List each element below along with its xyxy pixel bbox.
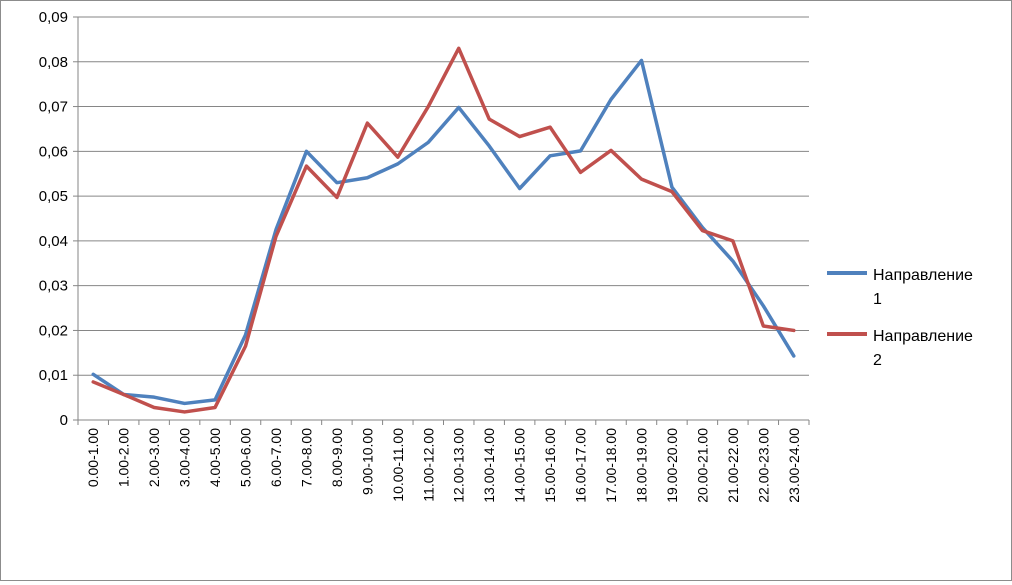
x-tick-label: 0.00-1.00	[85, 428, 101, 487]
x-tick-label: 16.00-17.00	[573, 428, 589, 503]
gridlines	[78, 16, 809, 376]
x-tick-label: 2.00-3.00	[146, 428, 162, 487]
legend-label-series-1-line2: 1	[873, 291, 882, 308]
x-tick-label: 15.00-16.00	[542, 428, 558, 503]
legend: Направление 1 Направление 2	[827, 267, 973, 369]
x-tick-label: 10.00-11.00	[390, 428, 406, 502]
x-tick-label: 18.00-19.00	[633, 428, 649, 503]
y-tick-label: 0,05	[39, 188, 68, 205]
x-tick-label: 20.00-21.00	[694, 428, 710, 503]
y-tick-label: 0,03	[39, 278, 68, 295]
x-tick-label: 14.00-15.00	[512, 428, 528, 503]
y-axis-ticks: 0 0,01 0,02 0,03 0,04 0,05 0,06 0,07 0,08 0,09	[39, 9, 68, 429]
y-tick-label: 0	[60, 412, 68, 429]
axes	[73, 16, 810, 425]
x-tick-label: 9.00-10.00	[359, 428, 375, 495]
x-tick-label: 5.00-6.00	[238, 428, 254, 487]
x-tick-label: 13.00-14.00	[481, 428, 497, 503]
x-tick-label: 11.00-12.00	[420, 428, 436, 502]
legend-item-series-1: Направление 1	[827, 267, 973, 308]
series-line-2	[91, 46, 796, 414]
x-tick-label: 6.00-7.00	[268, 428, 284, 487]
legend-item-series-2: Направление 2	[827, 328, 973, 369]
x-tick-label: 7.00-8.00	[298, 428, 314, 487]
y-tick-label: 0,09	[39, 9, 68, 26]
x-tick-label: 8.00-9.00	[329, 428, 345, 487]
y-tick-label: 0,01	[39, 367, 68, 384]
y-tick-label: 0,02	[39, 322, 68, 339]
y-tick-label: 0,08	[39, 54, 68, 71]
x-tick-label: 23.00-24.00	[786, 428, 802, 503]
x-tick-label: 17.00-18.00	[603, 428, 619, 503]
x-tick-label: 22.00-23.00	[755, 428, 771, 503]
series-lines	[91, 46, 796, 414]
y-tick-label: 0,04	[39, 233, 68, 250]
x-tick-label: 1.00-2.00	[116, 428, 132, 487]
x-tick-label: 4.00-5.00	[207, 428, 223, 487]
x-tick-label: 19.00-20.00	[664, 428, 680, 503]
legend-label-series-2-line2: 2	[873, 352, 882, 369]
series-line-1	[91, 58, 796, 406]
legend-label-series-2-line1: Направление	[873, 328, 973, 345]
legend-label-series-1-line1: Направление	[873, 267, 973, 284]
x-tick-label: 3.00-4.00	[177, 428, 193, 487]
y-tick-label: 0,07	[39, 99, 68, 116]
y-tick-label: 0,06	[39, 143, 68, 160]
x-tick-label: 21.00-22.00	[725, 428, 741, 503]
x-axis-ticks: 0.00-1.00 1.00-2.00 2.00-3.00 3.00-4.00 4.00…	[85, 428, 802, 503]
x-tick-label: 12.00-13.00	[451, 428, 467, 503]
